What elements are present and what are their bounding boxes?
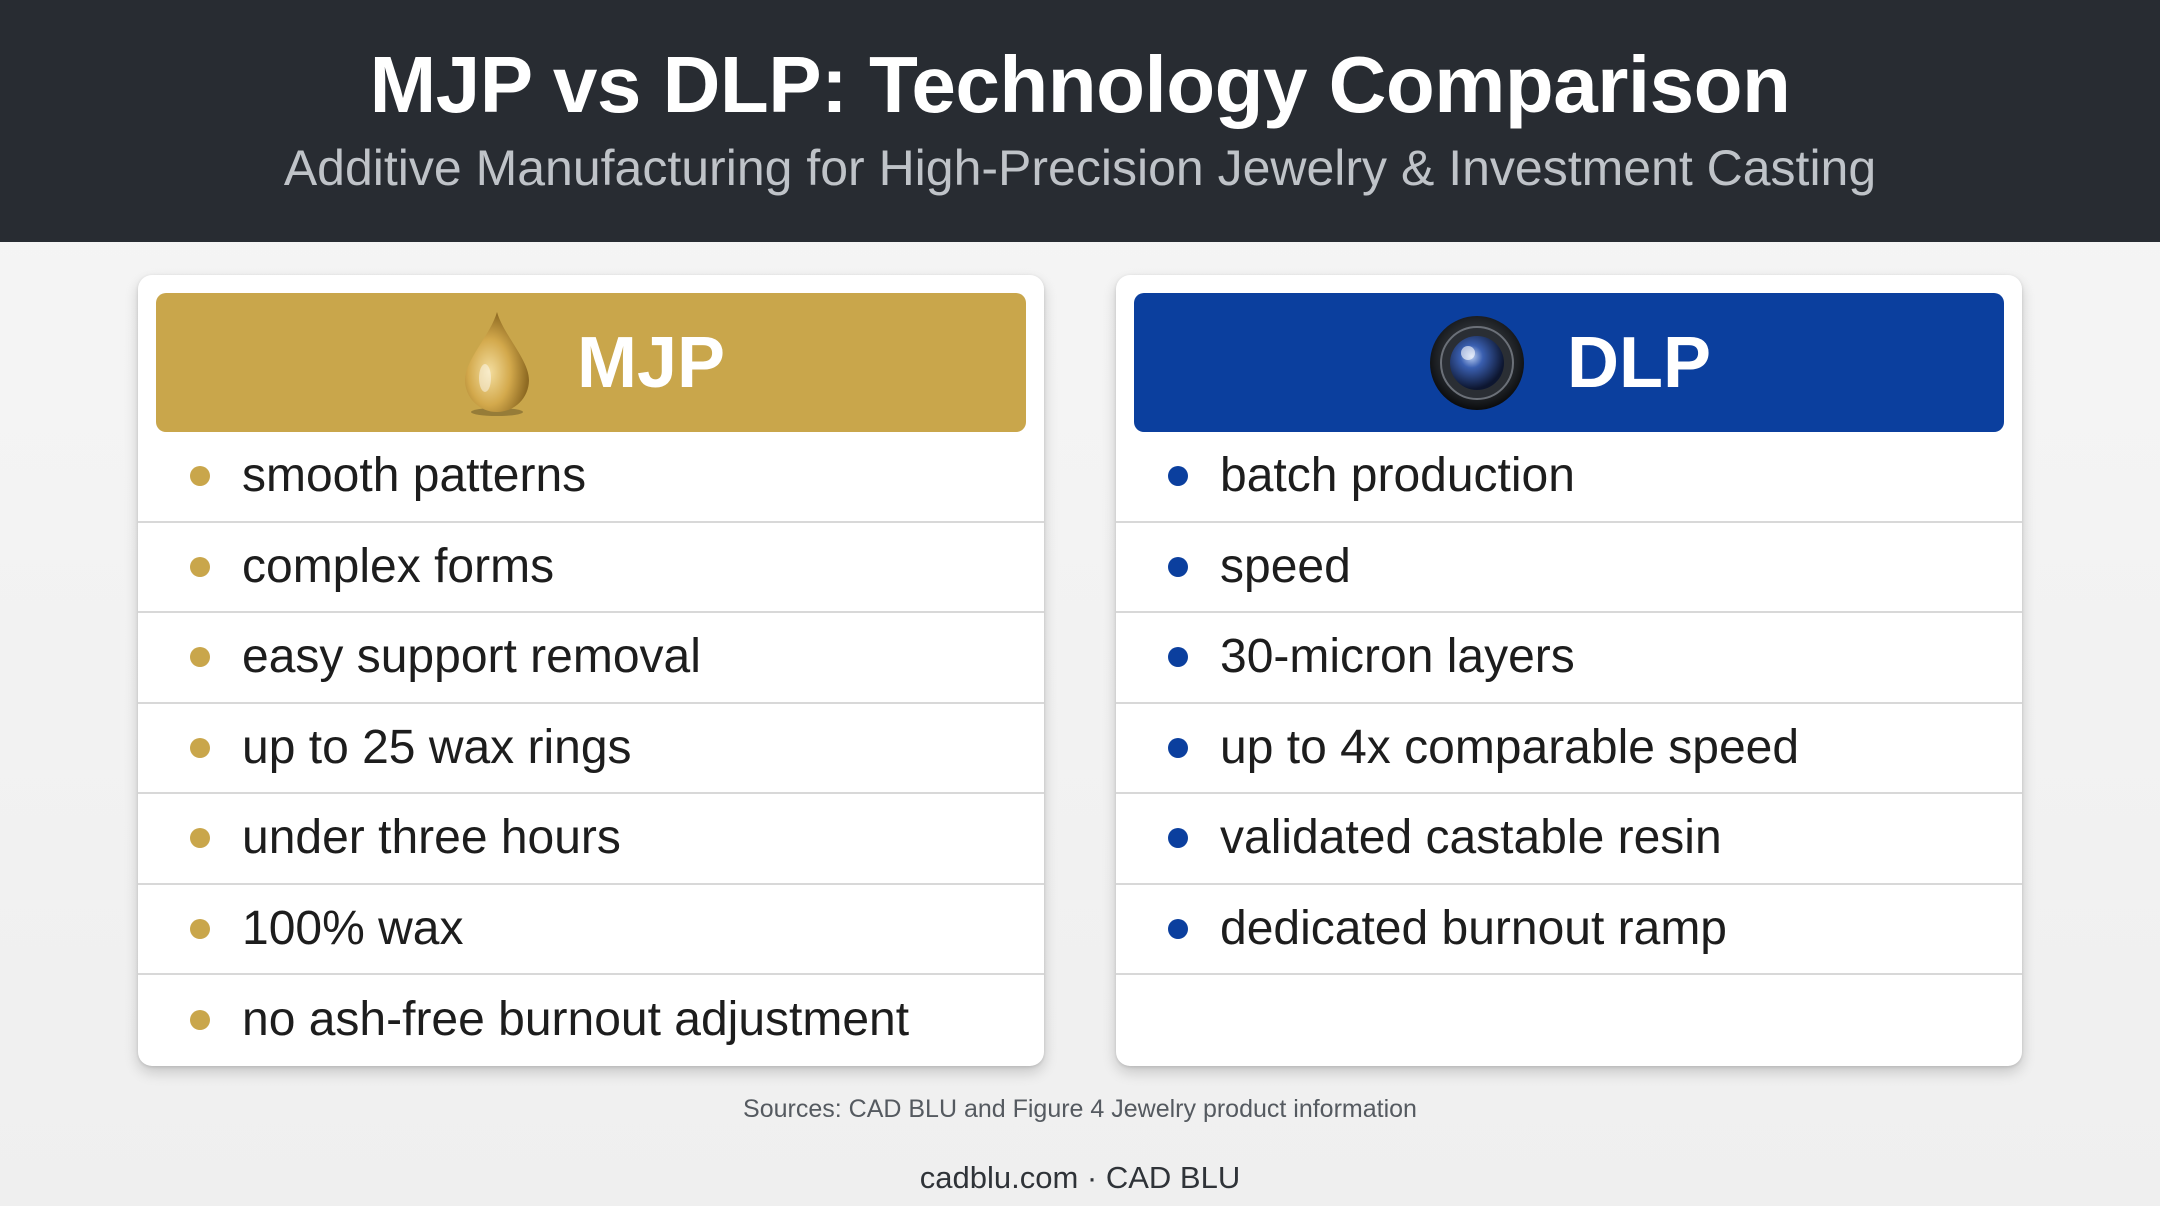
- bullet-icon: [190, 828, 210, 849]
- bullet-icon: [1168, 466, 1188, 487]
- list-item-text: 100% wax: [242, 901, 464, 955]
- list-item-text: dedicated burnout ramp: [1220, 901, 1727, 955]
- list-item: 100% wax: [138, 885, 1044, 975]
- list-item: dedicated burnout ramp: [1116, 885, 2022, 975]
- sources-note: Sources: CAD BLU and Figure 4 Jewelry pr…: [743, 1095, 1417, 1123]
- list-item-text: 30-micron layers: [1220, 630, 1575, 684]
- list-item-text: validated castable resin: [1220, 811, 1722, 865]
- projector-lens-icon: [1430, 315, 1524, 410]
- mjp-list: smooth patterns complex forms easy suppo…: [138, 432, 1044, 1066]
- wax-drop-icon: [464, 311, 529, 416]
- list-item: batch production: [1116, 432, 2022, 523]
- list-item-empty: [1116, 975, 2022, 1066]
- list-item-text: smooth patterns: [242, 449, 587, 503]
- list-item-text: batch production: [1220, 449, 1575, 503]
- list-item: up to 4x comparable speed: [1116, 704, 2022, 794]
- footer-credit: cadblu.com · CAD BLU: [919, 1160, 1241, 1195]
- list-item-text: up to 25 wax rings: [242, 720, 632, 774]
- mjp-card-header: MJP: [156, 293, 1026, 432]
- list-item: complex forms: [138, 523, 1044, 613]
- list-item: under three hours: [138, 794, 1044, 885]
- bullet-icon: [190, 647, 210, 668]
- bullet-icon: [190, 1010, 210, 1031]
- mjp-card: MJP smooth patterns complex forms easy s…: [138, 275, 1044, 1066]
- bullet-icon: [1168, 828, 1188, 849]
- list-item-text: no ash-free burnout adjustment: [242, 993, 910, 1047]
- mjp-title: MJP: [576, 322, 726, 403]
- list-item: speed: [1116, 523, 2022, 613]
- list-item: no ash-free burnout adjustment: [138, 975, 1044, 1066]
- bullet-icon: [190, 737, 210, 758]
- bullet-icon: [1168, 918, 1188, 939]
- bullet-icon: [190, 466, 210, 487]
- bullet-icon: [1168, 556, 1188, 577]
- dlp-card: DLP batch production speed 30-micron lay…: [1116, 275, 2022, 1066]
- bullet-icon: [190, 556, 210, 577]
- list-item: 30-micron layers: [1116, 613, 2022, 704]
- list-item-text: under three hours: [242, 811, 621, 865]
- list-item: up to 25 wax rings: [138, 704, 1044, 794]
- dlp-list: batch production speed 30-micron layers …: [1116, 432, 2022, 1066]
- list-item-text: easy support removal: [242, 630, 701, 684]
- page-header: MJP vs DLP: Technology Comparison Additi…: [0, 0, 2160, 242]
- list-item: smooth patterns: [138, 432, 1044, 523]
- bullet-icon: [1168, 647, 1188, 668]
- dlp-card-header: DLP: [1134, 293, 2004, 432]
- page-title: MJP vs DLP: Technology Comparison: [369, 40, 1791, 129]
- bullet-icon: [190, 918, 210, 939]
- list-item-text: speed: [1220, 539, 1351, 593]
- dlp-title: DLP: [1567, 322, 1711, 403]
- list-item: validated castable resin: [1116, 794, 2022, 885]
- list-item: easy support removal: [138, 613, 1044, 704]
- list-item-text: up to 4x comparable speed: [1220, 720, 1800, 774]
- page-subtitle: Additive Manufacturing for High-Precisio…: [283, 140, 1877, 196]
- list-item-text: complex forms: [242, 539, 555, 593]
- bullet-icon: [1168, 737, 1188, 758]
